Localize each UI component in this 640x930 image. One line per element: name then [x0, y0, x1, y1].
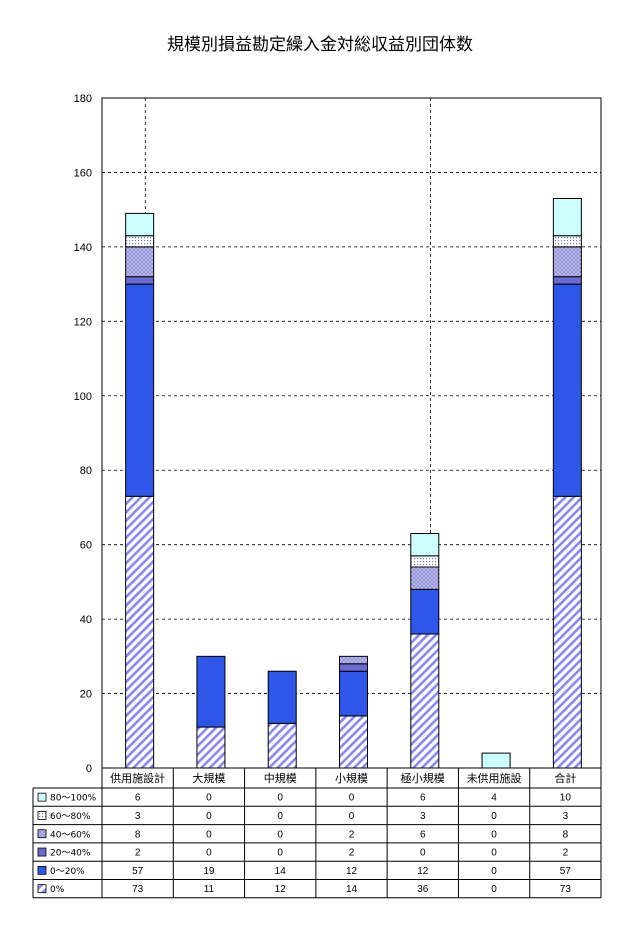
- data-cell: 0: [491, 829, 497, 840]
- legend-swatch: [37, 865, 47, 875]
- data-cell: 0: [420, 848, 426, 859]
- y-tick-label: 120: [74, 316, 92, 328]
- bar-segment: [125, 283, 155, 497]
- data-cell: 0: [206, 829, 212, 840]
- bar-segment: [196, 726, 226, 769]
- bar-segment: [552, 235, 582, 248]
- data-cell: 0: [277, 793, 283, 804]
- category-label: 未供用施設: [467, 771, 522, 785]
- data-cell: 3: [420, 811, 426, 822]
- legend-swatch: [37, 811, 47, 820]
- bar-segment: [125, 276, 155, 285]
- data-cell: 12: [275, 884, 287, 895]
- legend-swatch: [37, 829, 47, 839]
- y-tick-label: 160: [74, 167, 92, 179]
- legend-label: 0%: [50, 885, 65, 895]
- category-label: 中規模: [264, 771, 297, 785]
- data-cell: 0: [491, 811, 497, 822]
- data-cell: 57: [560, 866, 572, 877]
- bar-segment: [552, 276, 582, 285]
- data-cell: 2: [135, 848, 141, 859]
- y-tick-label: 140: [74, 242, 92, 254]
- bar-segment: [267, 670, 297, 724]
- bar-segment: [125, 495, 155, 769]
- legend-swatch: [37, 792, 47, 802]
- bar-segment: [410, 566, 440, 590]
- data-cell: 14: [346, 884, 358, 895]
- data-cell: 12: [346, 866, 358, 877]
- data-cell: 2: [563, 848, 569, 859]
- bar-segment: [339, 655, 368, 665]
- bar-segment: [339, 715, 368, 769]
- category-label: 供用施設計: [110, 771, 165, 785]
- data-cell: 11: [204, 884, 215, 895]
- legend-label: 20～40%: [50, 849, 91, 859]
- data-cell: 0: [206, 793, 212, 804]
- bar-segment: [125, 246, 155, 278]
- bar-segment: [410, 633, 440, 769]
- chart-title: 規模別損益勘定繰入金対総収益別団体数: [167, 35, 473, 55]
- data-cell: 0: [206, 811, 212, 822]
- bar-segment: [339, 670, 368, 717]
- data-cell: 0: [349, 811, 355, 822]
- category-label: 大規模: [192, 771, 225, 785]
- bar-segment: [267, 722, 297, 769]
- data-cell: 8: [135, 829, 141, 840]
- data-cell: 12: [417, 866, 429, 877]
- y-tick-label: 0: [86, 763, 92, 775]
- data-cell: 3: [563, 811, 569, 822]
- legend-swatch: [37, 847, 47, 857]
- data-cell: 2: [349, 848, 355, 859]
- bar-segment: [410, 533, 440, 557]
- bar-segment: [196, 655, 226, 728]
- data-cell: 0: [206, 848, 212, 859]
- bar-segment: [552, 283, 582, 497]
- data-cell: 6: [420, 793, 426, 804]
- y-tick-label: 60: [80, 540, 92, 552]
- data-cell: 3: [135, 811, 141, 822]
- data-cell: 0: [491, 866, 497, 877]
- bar-segment: [552, 246, 582, 278]
- legend-swatch: [37, 884, 47, 894]
- data-cell: 0: [277, 848, 283, 859]
- bar-segment: [552, 495, 582, 769]
- data-cell: 73: [132, 884, 144, 895]
- data-cell: 6: [420, 829, 426, 840]
- bar-segment: [410, 555, 440, 568]
- y-tick-label: 40: [80, 614, 92, 626]
- data-cell: 57: [132, 866, 144, 877]
- y-tick-label: 80: [80, 465, 92, 477]
- data-cell: 6: [135, 793, 141, 804]
- legend-label: 60～80%: [50, 812, 91, 822]
- bar-segment: [410, 588, 440, 635]
- bar-segment: [125, 235, 155, 248]
- category-label: 極小規模: [401, 771, 445, 785]
- y-tick-label: 180: [74, 93, 92, 105]
- data-cell: 19: [203, 866, 215, 877]
- data-cell: 4: [491, 793, 497, 804]
- data-cell: 2: [349, 829, 355, 840]
- legend-label: 0～20%: [50, 867, 85, 877]
- data-cell: 0: [491, 884, 497, 895]
- data-cell: 10: [560, 793, 572, 804]
- category-label: 小規模: [335, 771, 368, 785]
- legend-label: 40～60%: [50, 830, 91, 840]
- data-cell: 8: [563, 829, 569, 840]
- data-cell: 0: [277, 811, 283, 822]
- data-cell: 0: [277, 829, 283, 840]
- bar-segment: [339, 663, 368, 672]
- data-cell: 73: [560, 884, 572, 895]
- bar-segment: [481, 752, 511, 769]
- category-label: 合計: [554, 771, 576, 785]
- data-cell: 14: [275, 866, 287, 877]
- legend-label: 80～100%: [50, 794, 97, 804]
- data-cell: 0: [349, 793, 355, 804]
- bar-segment: [125, 212, 155, 237]
- data-cell: 36: [417, 884, 429, 895]
- y-tick-label: 20: [80, 689, 92, 701]
- bar-segment: [552, 198, 582, 237]
- data-cell: 0: [491, 848, 497, 859]
- y-tick-label: 100: [74, 391, 92, 403]
